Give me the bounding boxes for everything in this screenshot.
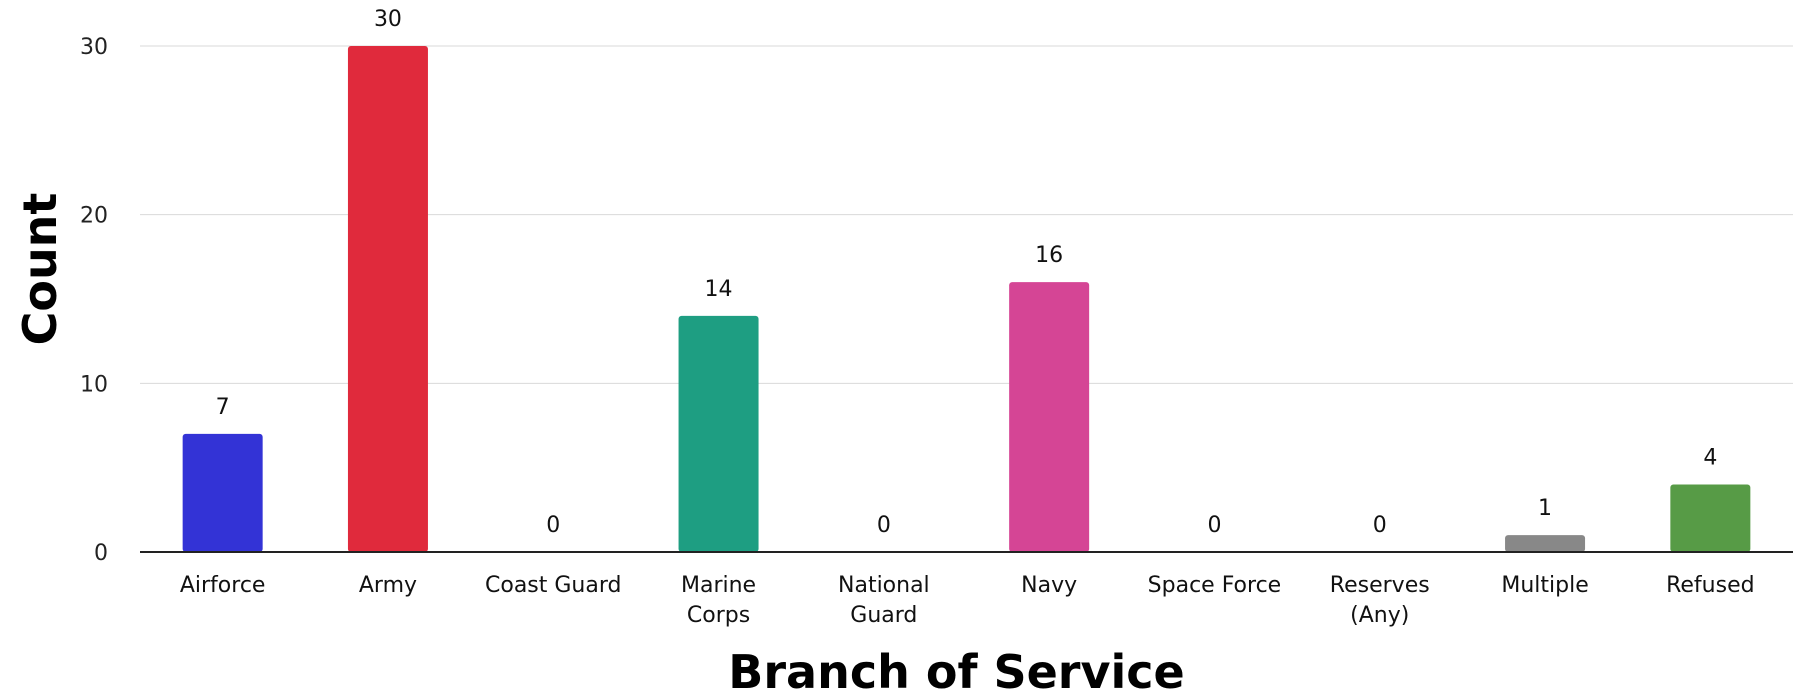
y-tick-label: 20 xyxy=(80,204,108,229)
x-axis-title: Branch of Service xyxy=(728,645,1184,694)
bar xyxy=(678,315,759,552)
data-label: 0 xyxy=(877,513,891,538)
bar xyxy=(1670,484,1751,552)
x-category-label: Navy xyxy=(1021,573,1077,598)
x-category-label: Space Force xyxy=(1148,573,1282,598)
x-category-label: Airforce xyxy=(180,573,266,598)
x-category-label: Coast Guard xyxy=(485,573,621,598)
bar xyxy=(1009,282,1090,552)
data-label: 0 xyxy=(1373,513,1387,538)
data-label: 30 xyxy=(374,7,402,32)
x-category-label: Multiple xyxy=(1501,573,1588,598)
x-category-label: National Guard xyxy=(838,573,930,628)
x-category-label: Reserves (Any) xyxy=(1330,573,1430,628)
x-axis-category-labels: Airforce Army Coast Guard Marine Corps Nation… xyxy=(180,573,1755,628)
data-label: 1 xyxy=(1538,496,1552,521)
data-label: 7 xyxy=(216,395,230,420)
x-category-label: Marine Corps xyxy=(681,573,756,628)
data-label: 0 xyxy=(1207,513,1221,538)
data-label: 16 xyxy=(1035,243,1063,268)
data-label: 4 xyxy=(1703,446,1717,471)
bar xyxy=(347,46,428,552)
y-tick-label: 0 xyxy=(94,541,108,566)
y-tick-label: 10 xyxy=(80,372,108,397)
y-axis-ticks: 0 10 20 30 xyxy=(80,35,108,566)
bar xyxy=(1505,535,1586,552)
data-label: 0 xyxy=(546,513,560,538)
bar xyxy=(182,433,263,552)
bars xyxy=(182,46,1751,552)
y-tick-label: 30 xyxy=(80,35,108,60)
x-category-label: Army xyxy=(359,573,417,598)
data-label: 14 xyxy=(705,277,733,302)
x-category-label: Refused xyxy=(1666,573,1754,598)
y-axis-title: Count xyxy=(13,193,67,346)
